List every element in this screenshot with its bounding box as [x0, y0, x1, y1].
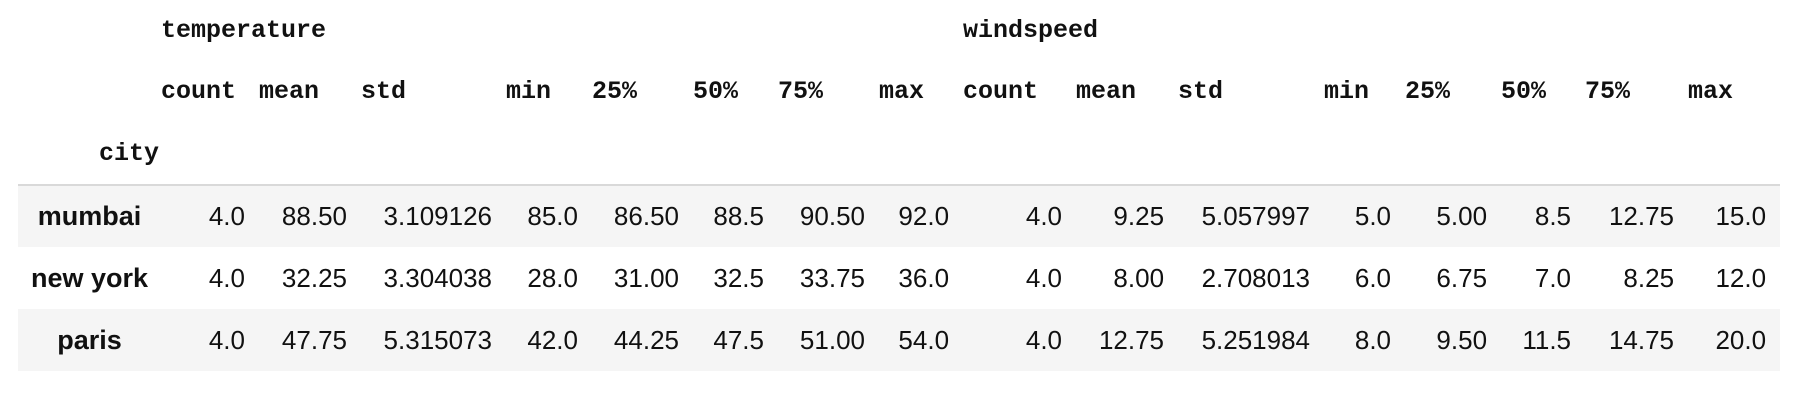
index-name-row: city [18, 123, 1780, 185]
table-row: new york 4.0 32.25 3.304038 28.0 31.00 32.5 33.… [18, 247, 1781, 309]
cell-temperature-75pct: 33.75 [799, 262, 865, 293]
cell-temperature-25pct: 86.50 [592, 184, 693, 247]
cell-windspeed-mean: 12.75 [1098, 324, 1165, 355]
cell-windspeed-max: 12.0 [1715, 262, 1767, 293]
cell-temperature-count: 4.0 [161, 184, 259, 247]
column-header-windspeed-count: count [963, 77, 1039, 106]
column-header-temperature-min: min [506, 77, 552, 106]
cell-windspeed-count: 4.0 [1025, 324, 1063, 355]
column-header-temperature-75pct: 75% [778, 77, 824, 106]
column-header-windspeed-max: max [1688, 77, 1734, 106]
cell-temperature-max: 36.0 [898, 262, 950, 293]
cell-windspeed-std: 5.057997 [1178, 184, 1325, 247]
cell-temperature-count: 4.0 [208, 324, 245, 355]
column-header-windspeed-mean: mean [1076, 77, 1137, 106]
group-header-windspeed: windspeed [963, 15, 1099, 45]
corner-blank [18, 60, 161, 123]
cell-windspeed-50pct: 7.0 [1534, 262, 1572, 293]
cell-temperature-max: 92.0 [879, 184, 964, 247]
cell-windspeed-count: 4.0 [1025, 262, 1063, 293]
row-label: mumbai [18, 184, 161, 247]
column-header-windspeed-50pct: 50% [1501, 77, 1547, 106]
cell-temperature-std: 5.315073 [383, 324, 492, 355]
row-label: new york [30, 262, 149, 293]
table-row: paris 4.0 47.75 5.315073 42.0 44.25 47.5 51.00 5… [18, 309, 1781, 371]
cell-temperature-min: 28.0 [527, 262, 578, 293]
column-header-temperature-max: max [879, 77, 925, 106]
column-header-temperature-std: std [361, 77, 407, 106]
dataframe-table: temperature windspeed count mean std min… [18, 0, 1781, 371]
cell-windspeed-mean: 9.25 [1076, 184, 1179, 247]
cell-windspeed-max: 20.0 [1715, 324, 1767, 355]
stat-header-row: count mean std min 25% 50% 75% max count… [18, 60, 1780, 123]
cell-windspeed-75pct: 8.25 [1623, 262, 1675, 293]
table-header: temperature windspeed count mean std min… [18, 0, 1780, 185]
table-row: mumbai 4.0 88.50 3.109126 85.0 86.50 88.5 90.50… [18, 184, 1781, 247]
cell-temperature-50pct: 88.5 [693, 184, 778, 247]
cell-windspeed-75pct: 12.75 [1585, 184, 1689, 247]
index-name-header: city [98, 139, 159, 168]
corner-blank [18, 0, 161, 60]
cell-windspeed-min: 8.0 [1354, 324, 1392, 355]
cell-temperature-min: 42.0 [527, 324, 578, 355]
cell-temperature-25pct: 44.25 [613, 324, 679, 355]
column-header-windspeed-25pct: 25% [1405, 77, 1451, 106]
cell-windspeed-std: 5.251984 [1201, 324, 1311, 355]
column-header-windspeed-std: std [1178, 77, 1224, 106]
cell-temperature-max: 54.0 [898, 324, 950, 355]
group-header-temperature: temperature [161, 15, 327, 45]
cell-windspeed-mean: 8.00 [1113, 262, 1165, 293]
cell-windspeed-25pct: 9.50 [1436, 324, 1488, 355]
cell-temperature-75pct: 90.50 [778, 184, 879, 247]
cell-windspeed-50pct: 11.5 [1522, 324, 1572, 355]
cell-temperature-std: 3.304038 [383, 262, 492, 293]
group-header-row: temperature windspeed [18, 0, 1780, 60]
column-header-windspeed-min: min [1324, 77, 1370, 106]
cell-temperature-std: 3.109126 [361, 184, 506, 247]
cell-windspeed-count: 4.0 [963, 184, 1077, 247]
cell-windspeed-min: 5.0 [1324, 184, 1406, 247]
index-row-blank [161, 123, 1780, 185]
column-header-temperature-mean: mean [259, 77, 320, 106]
cell-temperature-50pct: 32.5 [713, 262, 764, 293]
cell-windspeed-50pct: 8.5 [1501, 184, 1586, 247]
cell-temperature-min: 85.0 [506, 184, 592, 247]
table-body: mumbai 4.0 88.50 3.109126 85.0 86.50 88.5 90.50… [18, 184, 1781, 371]
row-label: paris [57, 324, 122, 355]
column-header-temperature-count: count [161, 77, 237, 106]
cell-windspeed-min: 6.0 [1354, 262, 1392, 293]
cell-temperature-mean: 88.50 [259, 184, 361, 247]
column-header-windspeed-75pct: 75% [1585, 77, 1631, 106]
cell-windspeed-25pct: 6.75 [1436, 262, 1488, 293]
cell-windspeed-75pct: 14.75 [1608, 324, 1675, 355]
cell-temperature-25pct: 31.00 [613, 262, 679, 293]
cell-windspeed-max: 15.0 [1688, 184, 1781, 247]
cell-temperature-50pct: 47.5 [713, 324, 764, 355]
cell-windspeed-std: 2.708013 [1201, 262, 1311, 293]
column-header-temperature-25pct: 25% [592, 77, 638, 106]
cell-windspeed-25pct: 5.00 [1405, 184, 1502, 247]
column-header-temperature-50pct: 50% [693, 77, 739, 106]
cell-temperature-mean: 47.75 [281, 324, 347, 355]
cell-temperature-75pct: 51.00 [799, 324, 865, 355]
cell-temperature-count: 4.0 [208, 262, 245, 293]
cell-temperature-mean: 32.25 [281, 262, 347, 293]
